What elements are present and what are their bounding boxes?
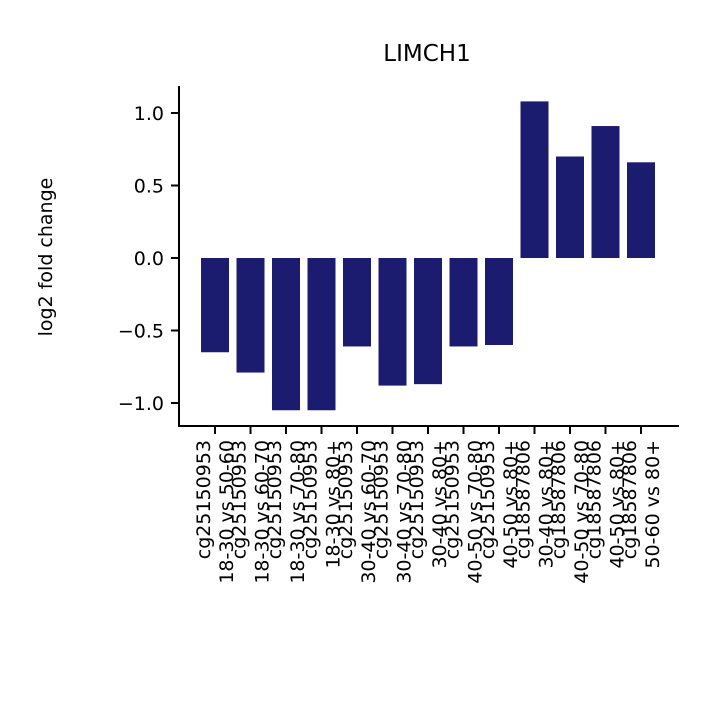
bar <box>449 258 478 347</box>
x-tick-label-line: cg25150953 <box>477 440 499 559</box>
bars-group <box>201 101 655 411</box>
x-tick-label-line: 18-30 vs 60-70 <box>252 440 274 584</box>
bar <box>378 258 407 386</box>
x-tick-label: cg2515095330-40 vs 60-70 <box>335 440 380 584</box>
x-tick-label: cg2515095318-30 vs 60-70 <box>229 440 274 584</box>
x-tick-label: cg1858780650-60 vs 80+ <box>619 440 664 569</box>
x-tick-label-line: cg25150953 <box>442 440 464 559</box>
x-tick-label-line: cg18587806 <box>584 440 606 559</box>
x-tick-label-line: cg25150953 <box>300 440 322 559</box>
x-tick-label-line: 40-50 vs 70-80 <box>571 440 593 584</box>
x-tick-label-line: 18-30 vs 50-60 <box>216 440 238 584</box>
y-tick-label: −1.0 <box>118 393 164 415</box>
x-tick-label: cg1858780640-50 vs 80+ <box>584 440 629 569</box>
x-tick-label-line: cg25150953 <box>335 440 357 559</box>
bar <box>520 101 549 259</box>
bar <box>591 126 620 258</box>
bar <box>485 258 513 345</box>
bar <box>201 258 229 353</box>
x-tick-label-line: cg18587806 <box>619 440 641 559</box>
bar <box>343 258 371 347</box>
y-tick-label: 0.5 <box>134 176 164 198</box>
bar <box>556 156 584 258</box>
x-tick-label: cg2515095318-30 vs 50-60 <box>193 440 238 584</box>
x-tick-label-line: cg25150953 <box>371 440 393 559</box>
x-tick-label-line: 30-40 vs 80+ <box>429 440 451 569</box>
x-tick-label: cg2515095340-50 vs 80+ <box>477 440 522 569</box>
bar <box>627 162 655 258</box>
x-tick-label-line: cg25150953 <box>406 440 428 559</box>
x-tick-label-line: 18-30 vs 70-80 <box>287 440 309 584</box>
y-tick-label: 0.0 <box>134 248 164 270</box>
x-tick-label-line: 40-50 vs 80+ <box>500 440 522 569</box>
y-tick-label: −0.5 <box>118 321 164 343</box>
x-tick-label: cg1858780640-50 vs 70-80 <box>548 440 593 584</box>
x-tick-label-line: cg25150953 <box>193 440 215 559</box>
x-tick-label-line: 18-30 vs 80+ <box>323 440 345 569</box>
x-tick-label-line: cg18587806 <box>548 440 570 559</box>
x-tick-label-line: 50-60 vs 80+ <box>642 440 664 569</box>
x-tick-label-line: 30-40 vs 80+ <box>536 440 558 569</box>
x-tick-label-line: 40-50 vs 80+ <box>607 440 629 569</box>
bar <box>307 258 336 411</box>
x-tick-label-line: cg25150953 <box>264 440 286 559</box>
x-tick-label: cg2515095318-30 vs 70-80 <box>264 440 309 584</box>
bar <box>236 258 265 373</box>
y-tick-label: 1.0 <box>134 103 164 125</box>
x-tick-label: cg2515095330-40 vs 80+ <box>406 440 451 569</box>
x-axis: cg2515095318-30 vs 50-60cg2515095318-30 … <box>193 426 664 584</box>
bar <box>414 258 442 385</box>
x-tick-label: cg2515095318-30 vs 80+ <box>300 440 345 569</box>
x-tick-label-line: 30-40 vs 70-80 <box>394 440 416 584</box>
bar <box>272 258 300 411</box>
chart-title: LIMCH1 <box>383 41 470 67</box>
x-tick-label: cg2515095330-40 vs 70-80 <box>371 440 416 584</box>
x-tick-label: cg2515095340-50 vs 70-80 <box>442 440 487 584</box>
y-axis: 1.0 0.5 0.0 −0.5 −1.0 <box>118 103 179 415</box>
x-tick-label-line: 30-40 vs 60-70 <box>358 440 380 584</box>
x-tick-label: cg1858780630-40 vs 80+ <box>513 440 558 569</box>
x-tick-label-line: 40-50 vs 70-80 <box>465 440 487 584</box>
x-tick-label-line: cg25150953 <box>229 440 251 559</box>
x-tick-label-line: cg18587806 <box>513 440 535 559</box>
y-axis-label: log2 fold change <box>35 178 57 337</box>
